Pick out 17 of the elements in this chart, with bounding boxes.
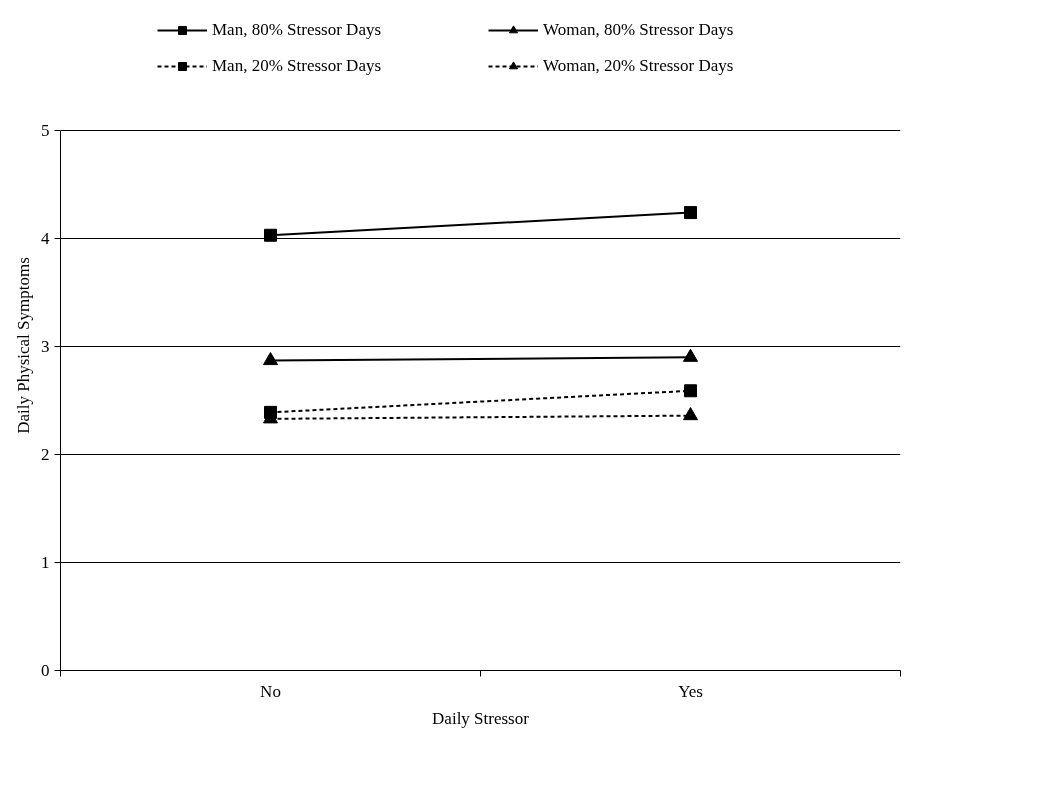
y-axis-title: Daily Physical Symptoms — [14, 257, 33, 434]
y-tick-label: 1 — [41, 553, 50, 572]
y-tick-label: 0 — [41, 661, 50, 680]
legend-label: Man, 20% Stressor Days — [212, 56, 383, 76]
y-tick-label: 2 — [41, 445, 50, 464]
legend-label: Woman, 80% Stressor Days — [543, 20, 735, 40]
point — [684, 384, 697, 398]
legend-label: Man, 80% Stressor Days — [212, 20, 383, 40]
x-axis-title: Daily Stressor — [432, 708, 530, 728]
y-tick-label: 3 — [41, 337, 50, 356]
legend-label: Woman, 20% Stressor Days — [543, 56, 735, 76]
point — [684, 206, 697, 220]
y-tick-label: 5 — [41, 121, 50, 140]
y-tick-label: 4 — [41, 229, 50, 248]
x-tick-label: Yes — [678, 681, 703, 701]
point — [264, 228, 277, 242]
x-tick-label: No — [260, 681, 281, 701]
